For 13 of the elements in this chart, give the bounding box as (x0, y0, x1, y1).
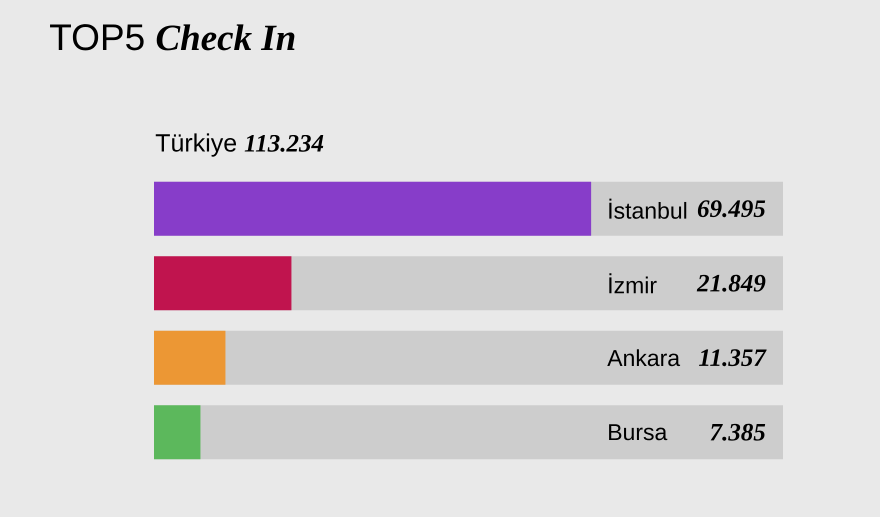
data-label: 11.357 (699, 349, 767, 366)
data-label: 69.495 (698, 200, 766, 218)
chart-subtitle: Türkiye 113.234 (156, 133, 324, 157)
y-tick-label: İstanbul (609, 198, 686, 219)
bar (154, 405, 200, 460)
bar (154, 330, 226, 385)
y-tick-label: İzmir (609, 273, 657, 294)
y-tick-label: Bursa (609, 424, 668, 440)
data-label: 7.385 (710, 424, 766, 441)
data-label: 21.849 (696, 274, 766, 292)
y-tick-label: Ankara (607, 349, 680, 366)
chart-title: TOP5 Check In (50, 24, 294, 50)
bar (154, 256, 292, 310)
